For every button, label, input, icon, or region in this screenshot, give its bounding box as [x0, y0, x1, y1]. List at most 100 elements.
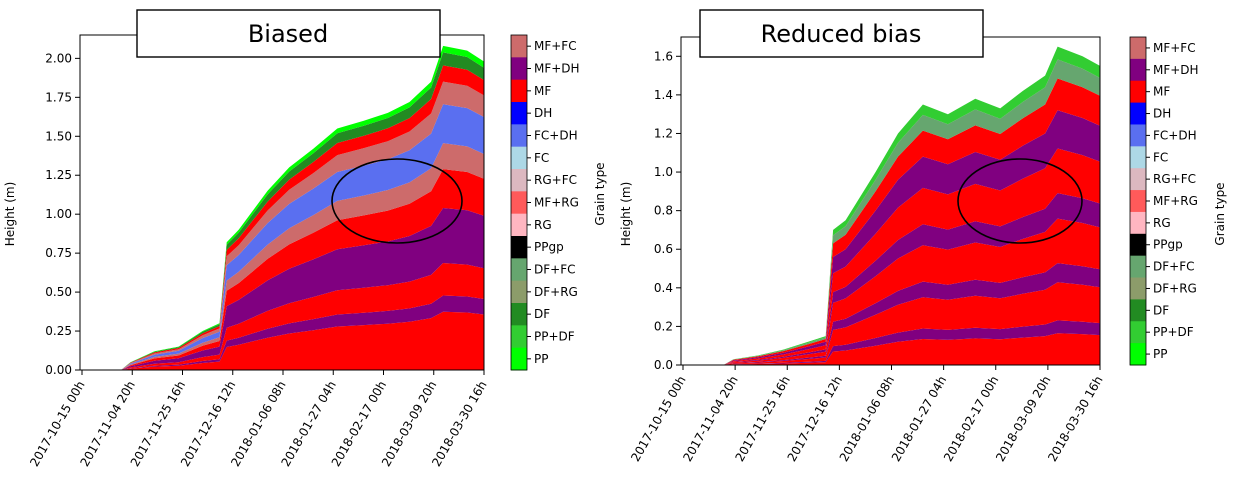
colorbar-swatch — [511, 191, 527, 215]
layer-mf — [681, 282, 1100, 365]
y-tick-label: 1.4 — [654, 88, 673, 102]
reduced-bias-y-axis: 0.0 0.2 0.4 0.6 0.8 1.0 1.2 1.4 1.6 — [654, 49, 681, 372]
layer-mf-fc — [80, 81, 484, 370]
x-tick-label: 2018-03-30 16h — [1045, 374, 1105, 465]
colorbar-swatch — [1130, 343, 1146, 366]
colorbar-swatch — [1130, 233, 1146, 257]
x-tick-label: 2017-11-04 20h — [680, 374, 740, 465]
y-tick-label: 0.00 — [45, 363, 72, 377]
biased-panel: 0.00 0.25 0.50 0.75 1.00 1.25 1.50 1.75 2.00 201… — [3, 9, 607, 470]
layer-mf-dh — [681, 263, 1100, 365]
colorbar-label: PP+DF — [1153, 325, 1194, 339]
colorbar-swatch — [1130, 277, 1146, 300]
colorbar-swatch — [511, 347, 527, 371]
x-tick-label: 2018-03-09 20h — [993, 374, 1053, 465]
colorbar-swatch — [511, 303, 527, 326]
colorbar-label: PP — [1153, 347, 1167, 361]
layer-mf-dh — [681, 110, 1100, 365]
colorbar-swatch — [1130, 146, 1146, 169]
x-tick-label: 2018-01-06 08h — [228, 379, 288, 470]
colorbar-swatch — [1130, 321, 1146, 344]
colorbar-swatch — [511, 102, 527, 125]
biased-colorbar: MF+FC MF+DH MF DH FC+DH FC RG+FC MF+RG RG PPgp DF+… — [510, 34, 580, 371]
y-tick-label: 0.50 — [45, 285, 72, 299]
layer-mf-dh — [80, 208, 484, 370]
layer-mf — [80, 311, 484, 370]
colorbar-swatch — [1130, 102, 1146, 125]
x-tick-label: 2018-03-09 20h — [379, 379, 439, 470]
x-tick-label: 2017-10-15 00h — [27, 379, 87, 470]
y-tick-label: 0.4 — [654, 281, 673, 295]
x-tick-label: 2017-10-15 00h — [628, 374, 688, 465]
reduced-bias-highlight-ellipse — [957, 158, 1083, 244]
colorbar-label: FC+DH — [534, 129, 578, 143]
colorbar-swatch — [511, 146, 527, 170]
x-tick-label: 2017-11-25 16h — [733, 374, 793, 465]
colorbar-swatch — [1130, 168, 1146, 191]
x-tick-label: 2017-11-04 20h — [78, 379, 138, 470]
colorbar-swatch — [511, 57, 527, 81]
y-tick-label: 1.50 — [45, 129, 72, 143]
x-tick-label: 2018-01-06 08h — [837, 374, 897, 465]
colorbar-swatch — [511, 79, 527, 103]
colorbar-swatch — [1130, 37, 1146, 60]
x-tick-label: 2017-12-16 12h — [785, 374, 845, 465]
x-tick-label: 2017-12-16 12h — [178, 379, 238, 470]
colorbar-swatch — [1130, 190, 1146, 213]
layer-mf — [681, 148, 1100, 365]
colorbar-swatch — [511, 124, 527, 148]
colorbar-label: PP+DF — [534, 330, 575, 344]
colorbar-label: RG+FC — [1153, 172, 1196, 186]
colorbar-swatch — [511, 258, 527, 282]
biased-y-axis: 0.00 0.25 0.50 0.75 1.00 1.25 1.50 1.75 2.00 — [45, 51, 80, 377]
y-tick-label: 1.0 — [654, 165, 673, 179]
colorbar-label: MF+RG — [1153, 194, 1198, 208]
y-tick-label: 0.0 — [654, 358, 673, 372]
colorbar-label: PPgp — [534, 240, 564, 254]
colorbar-label: FC+DH — [1153, 128, 1197, 142]
y-tick-label: 1.75 — [45, 90, 72, 104]
y-tick-label: 0.25 — [45, 324, 72, 338]
colorbar-label: FC — [1153, 150, 1168, 164]
reduced-bias-panel: 0.0 0.2 0.4 0.6 0.8 1.0 1.2 1.4 1.6 2017-10-15 0… — [619, 9, 1227, 465]
colorbar-label: DF+FC — [1153, 260, 1194, 274]
biased-plot-area — [79, 34, 485, 371]
layer-mf-dh — [80, 295, 484, 370]
y-tick-label: 1.6 — [654, 49, 673, 63]
colorbar-label: MF+FC — [1153, 41, 1196, 55]
reduced-bias-y-axis-label: Height (m) — [619, 182, 633, 247]
colorbar-label: FC — [534, 151, 549, 165]
colorbar-label: PP — [534, 352, 548, 366]
layer-fc-dh — [80, 104, 484, 370]
colorbar-frame — [1129, 36, 1147, 366]
layer-mf-dh — [681, 320, 1100, 365]
biased-highlight-ellipse — [331, 158, 463, 244]
y-tick-label: 0.6 — [654, 242, 673, 256]
colorbar-label: MF — [534, 84, 551, 98]
colorbar-label: DH — [1153, 107, 1171, 121]
y-tick-label: 2.00 — [45, 51, 72, 65]
colorbar-swatch — [1130, 299, 1146, 322]
colorbar-label: RG — [1153, 216, 1171, 230]
colorbar-label: MF+DH — [534, 62, 580, 76]
y-tick-label: 0.2 — [654, 319, 673, 333]
layer-mf — [681, 333, 1100, 365]
x-tick-label: 2018-03-30 16h — [429, 379, 489, 470]
colorbar-label: DF — [534, 307, 550, 321]
layer-mf-fc — [80, 143, 484, 370]
colorbar-label: MF+FC — [534, 39, 577, 53]
reduced-bias-colorbar-label: Grain type — [1213, 182, 1227, 245]
colorbar-label: RG — [534, 218, 552, 232]
reduced-bias-colorbar: MF+FC MF+DH MF DH FC+DH FC RG+FC MF+RG RG PPgp DF+… — [1129, 36, 1199, 366]
y-tick-label: 0.8 — [654, 204, 673, 218]
layer-mf — [681, 78, 1100, 365]
x-tick-label: 2018-01-27 04h — [889, 374, 949, 465]
reduced-bias-plot-area — [680, 36, 1101, 366]
colorbar-swatch — [511, 35, 527, 58]
y-tick-label: 1.2 — [654, 126, 673, 140]
y-tick-label: 0.75 — [45, 246, 72, 260]
layer-mf-dh — [681, 193, 1100, 365]
